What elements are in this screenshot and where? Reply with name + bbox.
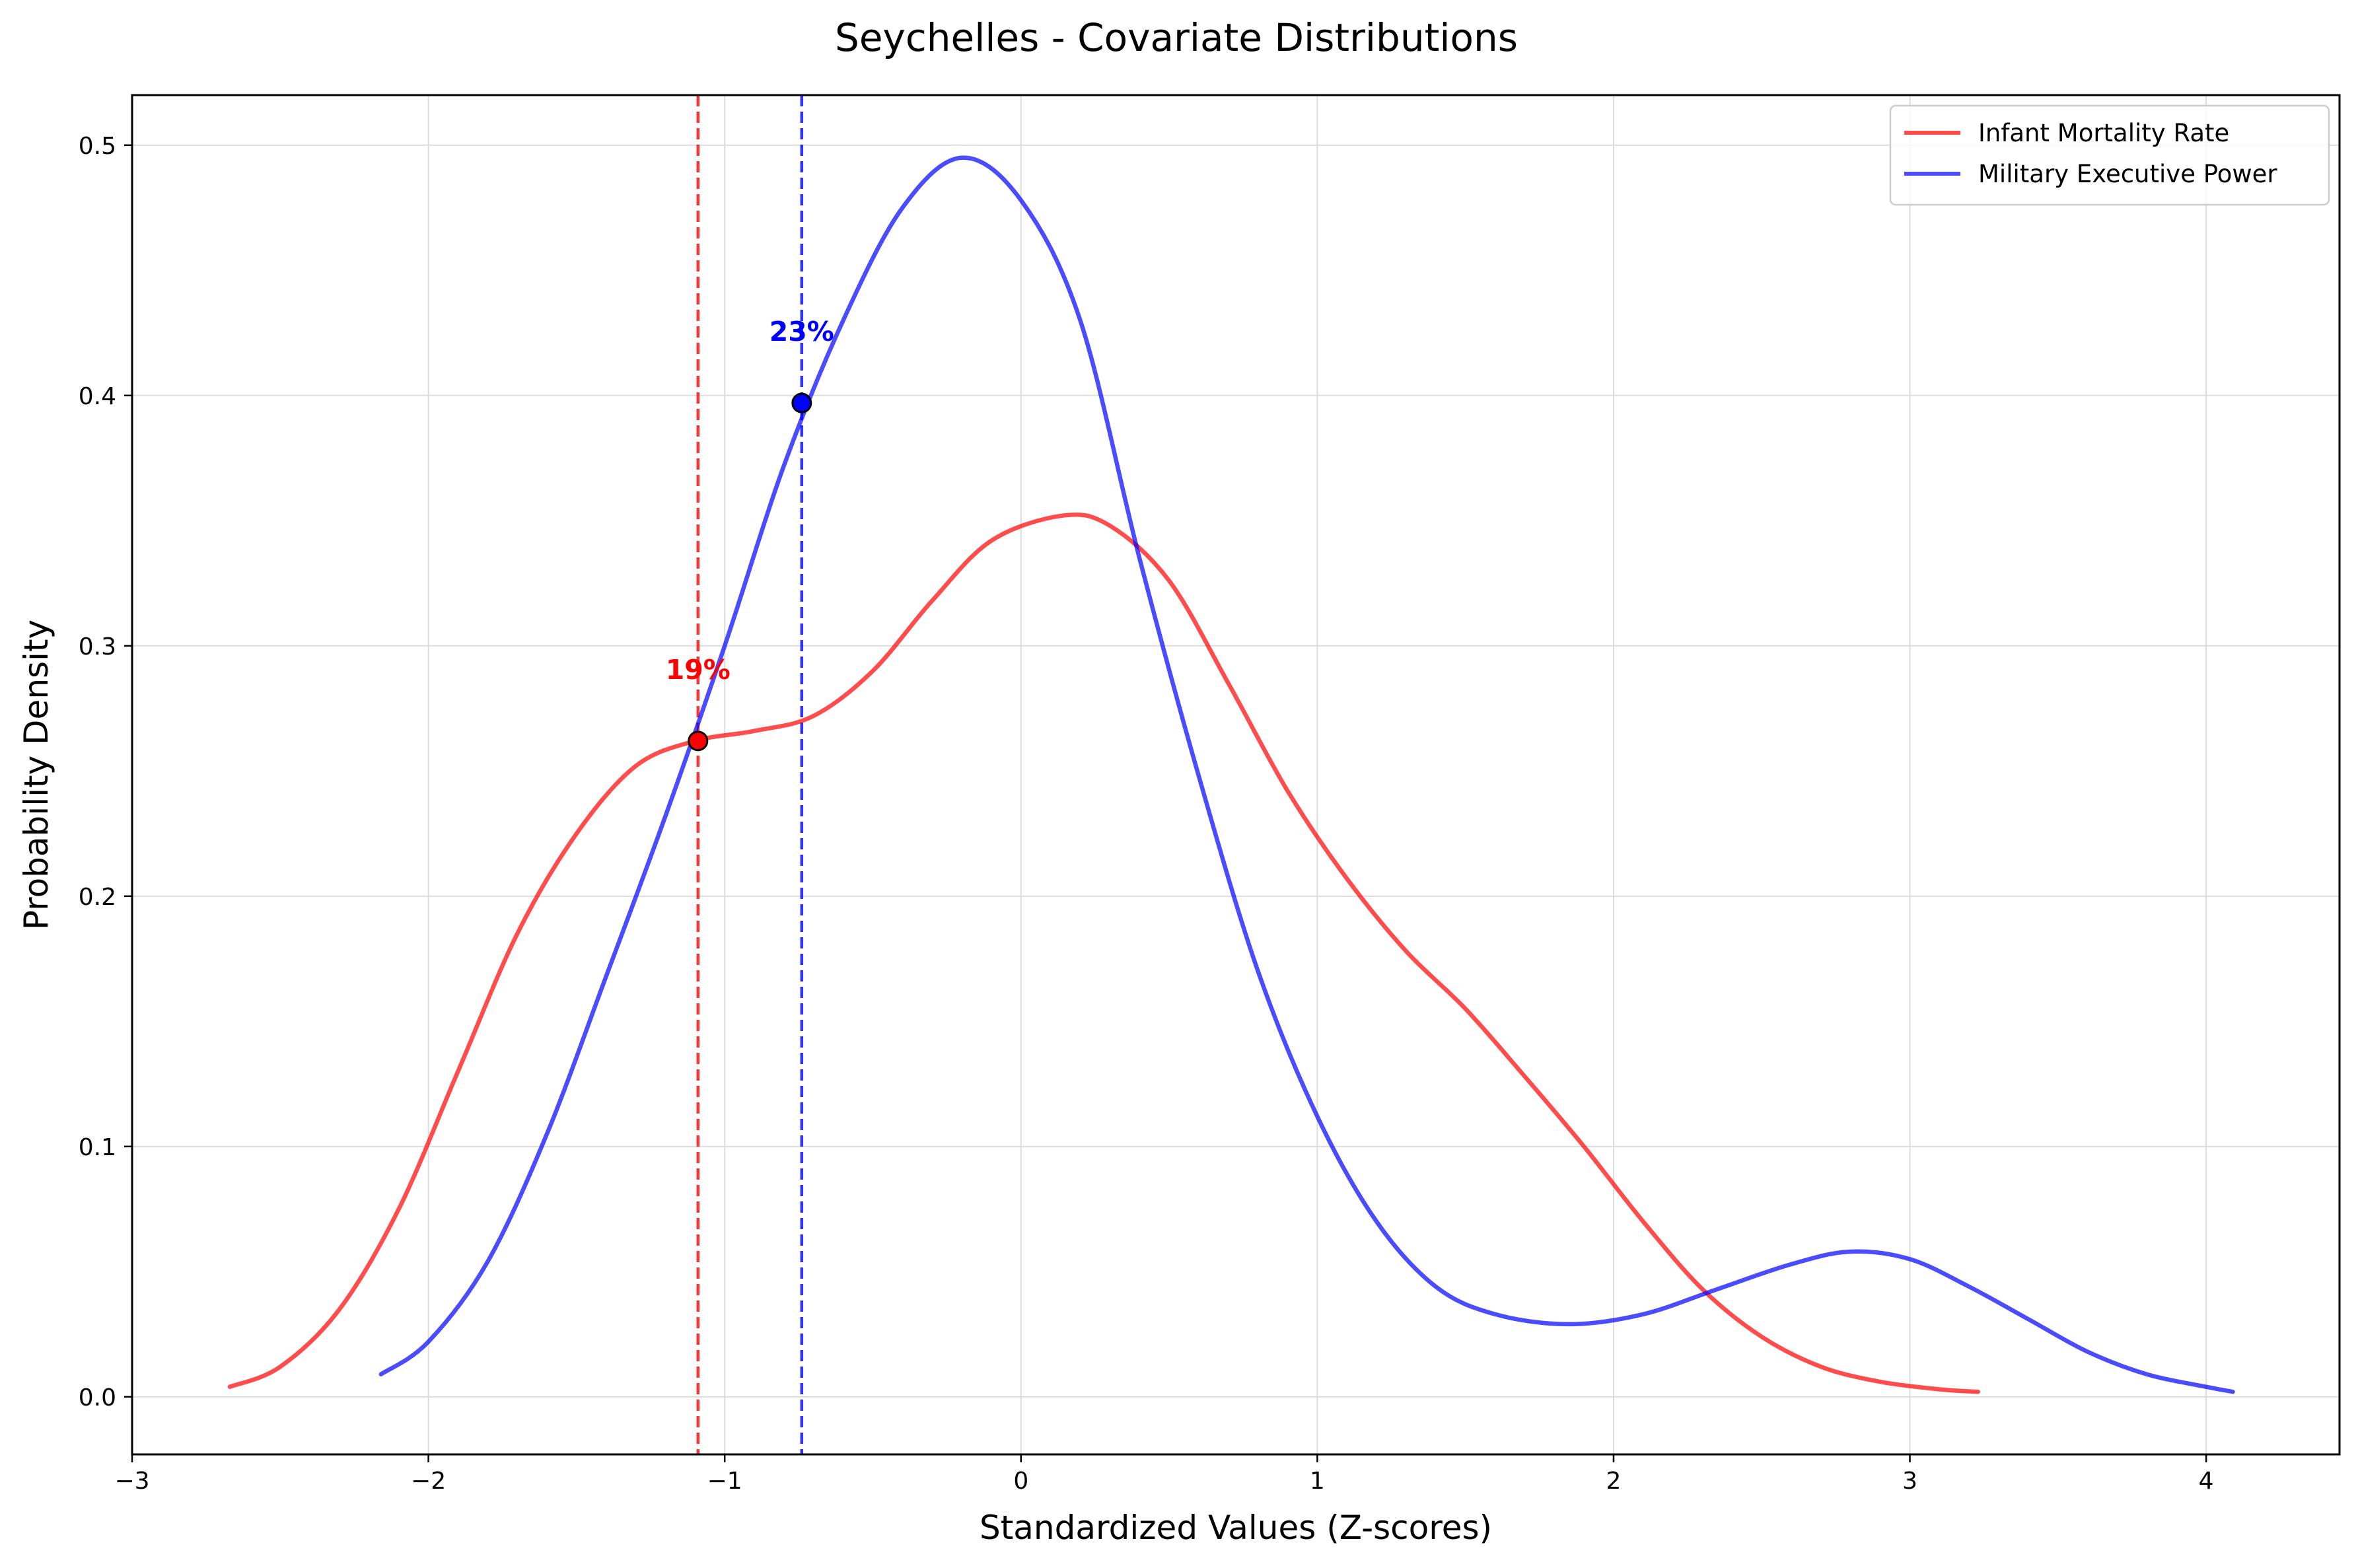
y-tick-label: 0.3 — [79, 633, 116, 660]
y-tick-label: 0.0 — [79, 1384, 116, 1411]
legend-frame — [1889, 104, 2330, 206]
legend: Infant Mortality Rate Military Executive… — [1889, 104, 2330, 206]
axis-ticks: −3 −2 −1 0 1 2 3 4 0.0 0.1 0.2 0.3 0.4 0.5 — [79, 133, 2214, 1495]
x-tick-label: −2 — [411, 1468, 446, 1495]
marker-point-military-executive-power — [791, 392, 812, 413]
y-axis-label: Probability Density — [17, 620, 55, 930]
plot-area-frame — [131, 94, 2341, 1456]
x-tick-label: −1 — [707, 1468, 742, 1495]
series-line-military-executive-power — [378, 155, 2235, 1394]
legend-label-infant-mortality-rate: Infant Mortality Rate — [1978, 119, 2229, 147]
y-tick-label: 0.4 — [79, 383, 116, 410]
marker-label-infant-mortality-rate: 19% — [666, 654, 731, 686]
x-tick-label: 2 — [1606, 1468, 1622, 1495]
x-tick-label: 0 — [1013, 1468, 1028, 1495]
x-tick-label: −3 — [114, 1468, 149, 1495]
legend-label-military-executive-power: Military Executive Power — [1978, 160, 2277, 188]
x-tick-label: 4 — [2199, 1468, 2214, 1495]
y-tick-label: 0.2 — [79, 884, 116, 911]
chart-title: Seychelles - Covariate Distributions — [835, 15, 1518, 60]
marker-label-military-executive-power: 23% — [769, 316, 834, 347]
reference-lines — [696, 95, 804, 1454]
series-lines — [227, 155, 2235, 1394]
x-tick-label: 1 — [1310, 1468, 1325, 1495]
x-axis-label: Standardized Values (Z-scores) — [980, 1509, 1492, 1547]
y-tick-label: 0.5 — [79, 133, 116, 160]
series-line-infant-mortality-rate — [227, 512, 1980, 1394]
x-tick-label: 3 — [1902, 1468, 1917, 1495]
y-tick-label: 0.1 — [79, 1134, 116, 1161]
marker-point-infant-mortality-rate — [688, 731, 709, 752]
markers: 19% 23% — [666, 316, 834, 752]
